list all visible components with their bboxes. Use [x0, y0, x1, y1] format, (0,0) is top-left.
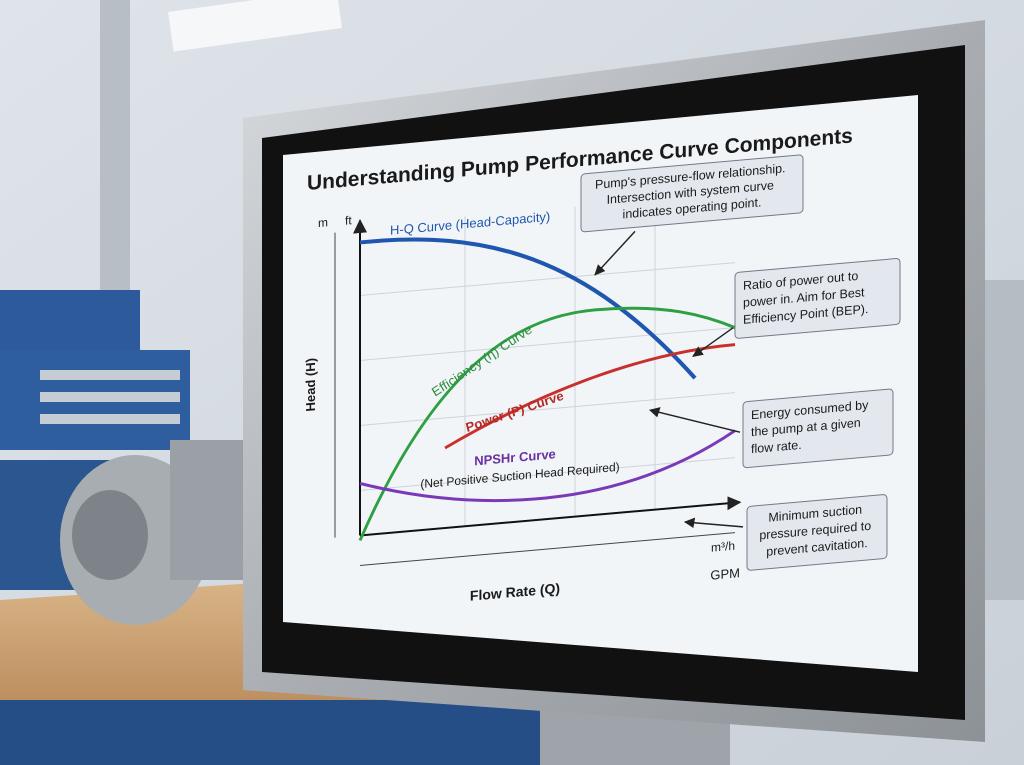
grid-line: [360, 262, 735, 296]
y-unit: ft: [345, 213, 352, 228]
grid-line: [360, 457, 735, 491]
ceiling-light: [168, 0, 342, 52]
grid-line: [360, 392, 735, 426]
callout-box: [734, 258, 901, 339]
callout-arrow: [692, 327, 734, 357]
background-machine: [985, 280, 1024, 600]
pump-inlet: [72, 490, 148, 580]
drawer: [40, 370, 180, 380]
callout-box: [742, 388, 894, 469]
x-label: Flow Rate (Q): [470, 580, 560, 604]
cabinet-top: [0, 290, 140, 350]
curve-label: NPSHr Curve: [474, 446, 556, 468]
callout-line: flow rate.: [751, 438, 802, 456]
callout: Pump's pressure-flow relationship. Inter…: [595, 161, 789, 224]
drawer: [40, 392, 180, 402]
npshr-curve: [359, 429, 736, 502]
callout-arrow: [683, 517, 744, 529]
callout-box: [580, 154, 804, 233]
grid-line: [360, 327, 735, 361]
x-axis: [360, 496, 742, 537]
callout-arrow: [594, 230, 636, 276]
callout: Minimum suction pressure required to pre…: [759, 501, 874, 559]
secondary-x-axis: [360, 532, 735, 566]
callout-arrow: [649, 407, 741, 433]
x-unit: m³/h: [711, 539, 735, 555]
pump-motor: [170, 440, 250, 580]
drawer: [40, 414, 180, 424]
callout-box: [746, 494, 888, 571]
x-unit: GPM: [710, 565, 740, 583]
y-label: Head (H): [303, 357, 318, 412]
y-unit: m: [318, 215, 328, 230]
grid: [360, 199, 735, 527]
efficiency-curve: [358, 306, 736, 541]
bench-base: [0, 700, 540, 765]
hq-curve: [359, 237, 697, 380]
